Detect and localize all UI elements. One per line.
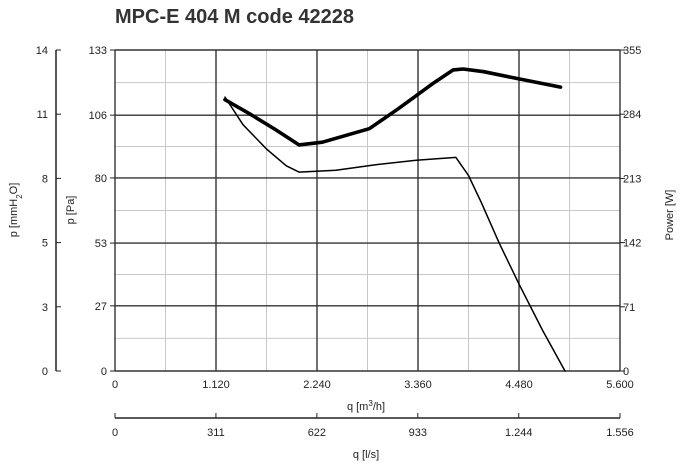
y-power-tick-label: 284 bbox=[623, 109, 641, 121]
series bbox=[223, 67, 566, 372]
power-curve bbox=[223, 67, 563, 147]
x-primary-tick-label: 2.240 bbox=[303, 379, 331, 391]
x-secondary-tick-label: 1.244 bbox=[505, 427, 533, 439]
y-mmh2o-tick-label: 8 bbox=[42, 173, 48, 185]
x-primary-tick-label: 4.480 bbox=[505, 379, 533, 391]
y-power-tick-label: 142 bbox=[623, 238, 641, 250]
grid bbox=[114, 49, 621, 372]
y-pa-label: p [Pa] bbox=[65, 196, 77, 225]
y-pa-tick-label: 80 bbox=[95, 173, 107, 185]
y-pa-tick-label: 27 bbox=[95, 301, 107, 313]
y-mmh2o-label: p [mmH2O] bbox=[8, 183, 24, 238]
pressure-curve bbox=[224, 96, 566, 372]
y-mmh2o-tick-label: 11 bbox=[37, 109, 48, 121]
x-primary-label: q [m3/h] bbox=[347, 399, 385, 414]
y-mmh2o-tick-label: 14 bbox=[36, 45, 48, 57]
x-primary-tick-label: 5.600 bbox=[606, 379, 634, 391]
y-pa-tick-label: 133 bbox=[89, 45, 107, 57]
y-pa-tick-label: 53 bbox=[95, 238, 107, 250]
x-secondary-tick-label: 0 bbox=[112, 427, 118, 439]
x-secondary-label: q [l/s] bbox=[353, 449, 379, 461]
x-primary-tick-label: 3.360 bbox=[404, 379, 432, 391]
x-primary-tick-label: 0 bbox=[112, 379, 118, 391]
y-mmh2o-tick-label: 3 bbox=[42, 302, 48, 314]
y-power-label: Power [W] bbox=[664, 190, 676, 241]
y-power-tick-label: 0 bbox=[623, 366, 629, 378]
y-power-tick-label: 355 bbox=[623, 45, 641, 57]
axis-labels: q [m3/h] q [l/s] p [Pa] p [mmH2O] Power … bbox=[8, 183, 676, 461]
x-secondary-tick-label: 1.556 bbox=[606, 427, 634, 439]
x-secondary-tick-label: 622 bbox=[308, 427, 326, 439]
x-secondary-tick-label: 311 bbox=[207, 427, 225, 439]
chart-title: MPC-E 404 M code 42228 bbox=[115, 6, 354, 28]
y-pa-tick-label: 0 bbox=[101, 366, 107, 378]
x-secondary-tick-label: 933 bbox=[409, 427, 427, 439]
y-power-tick-label: 213 bbox=[623, 173, 641, 185]
y-power-tick-label: 71 bbox=[623, 302, 635, 314]
y-mmh2o-tick-label: 5 bbox=[42, 238, 48, 250]
axes: 0 27 53 80 106 133 0 3 5 8 11 14 0 71 142 213 284 355 0 1.1… bbox=[36, 45, 642, 439]
y-mmh2o-tick-label: 0 bbox=[42, 366, 48, 378]
x-primary-tick-label: 1.120 bbox=[202, 379, 230, 391]
y-pa-tick-label: 106 bbox=[89, 110, 107, 122]
